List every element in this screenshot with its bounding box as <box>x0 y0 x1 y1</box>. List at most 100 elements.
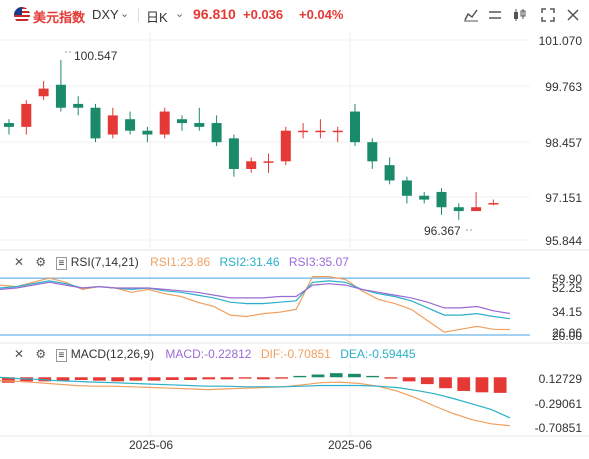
candle-body <box>263 161 274 163</box>
macd-bar <box>2 377 15 383</box>
candle-body <box>73 103 84 108</box>
macd-bar <box>366 375 380 378</box>
grid-lines <box>0 32 589 437</box>
candle-body <box>401 180 412 196</box>
x-tick-label: 2025-06 <box>328 438 373 452</box>
macd-bar <box>439 377 452 389</box>
y-tick-label: 101.070 <box>538 34 582 48</box>
macd-bar <box>56 377 70 381</box>
candle-body <box>4 123 14 127</box>
candle-body <box>453 207 464 212</box>
macd-bar <box>311 374 325 378</box>
rsi-header: ✕ ⚙ ≡ RSI(7,14,21) RSI1:23.86 RSI2:31.46… <box>14 255 349 271</box>
candle-body <box>211 123 222 143</box>
divider <box>138 8 139 22</box>
macd-bar <box>348 373 361 378</box>
indicator-toggle-icon[interactable]: ≡ <box>55 257 68 270</box>
rsi-y-tick: 20.00 <box>551 329 582 343</box>
macd-bar <box>202 377 216 380</box>
macd-bar <box>402 377 416 382</box>
macd-bar <box>475 377 489 393</box>
candle-body <box>367 142 378 162</box>
macd-bar <box>275 377 288 379</box>
collapse-icon[interactable]: ✕ <box>14 347 25 361</box>
candle-body <box>228 138 239 169</box>
macd-bar <box>238 377 252 379</box>
macd-lines <box>0 376 511 427</box>
macd-bar <box>111 377 125 382</box>
dif-value: DIF:-0.70851 <box>260 347 331 361</box>
candle-body <box>38 88 49 97</box>
candle-body <box>194 123 205 127</box>
candle-body <box>471 207 482 212</box>
macd-bar <box>329 373 343 378</box>
symbol-name[interactable]: 美元指数 <box>33 10 86 25</box>
x-tick-label: 2025-06 <box>129 438 174 452</box>
macd-value: MACD:-0.22812 <box>165 347 252 361</box>
candle-body <box>177 119 187 124</box>
macd-bar <box>457 377 471 391</box>
fullscreen-icon[interactable] <box>540 8 556 22</box>
rsi-title[interactable]: RSI(7,14,21) <box>70 255 139 269</box>
rsi-y-tick: 34.15 <box>551 305 582 319</box>
y-tick-label: 98.457 <box>545 136 582 150</box>
rsi-line-1 <box>0 276 511 333</box>
macd-title[interactable]: MACD(12,26,9) <box>70 347 155 361</box>
candle-body <box>125 119 136 131</box>
candle-body <box>298 130 309 133</box>
rsi-y-tick: 59.90 <box>551 272 582 286</box>
rsi-y-tick: 52.25 <box>551 281 582 295</box>
period-selector[interactable]: 日K <box>146 10 168 25</box>
candle-body <box>246 161 257 169</box>
indicator-icon[interactable] <box>463 8 479 22</box>
rsi2-value: RSI2:31.46 <box>219 255 280 269</box>
period-dropdown-icon[interactable]: ⌄ <box>175 8 185 20</box>
dif-line <box>0 380 511 427</box>
symbol-dropdown-icon[interactable]: ⌄ <box>120 8 130 20</box>
draw-line-icon[interactable] <box>487 8 503 22</box>
candle-body <box>350 111 360 143</box>
macd-y-tick: -0.29061 <box>534 397 582 411</box>
macd-bar <box>384 377 398 379</box>
candle-body <box>21 103 32 127</box>
y-tick-label: 99.763 <box>545 80 582 94</box>
macd-bar <box>93 377 106 381</box>
high-price-label: 100.547 <box>74 49 118 63</box>
close-icon[interactable] <box>565 8 581 22</box>
macd-bar <box>220 377 234 380</box>
symbol-code[interactable]: DXY <box>92 7 119 22</box>
candle-body <box>315 130 326 133</box>
price-change-percent: +0.04% <box>299 7 344 22</box>
chart-header: 美元指数 DXY ⌄ 日K ⌄ 96.810 +0.036 +0.04% <box>0 0 589 30</box>
candlestick-series <box>4 59 499 220</box>
macd-histogram <box>2 373 507 393</box>
macd-y-tick: -0.70851 <box>534 421 582 435</box>
macd-bar <box>420 377 434 385</box>
candle-body <box>90 107 101 139</box>
us-flag-icon <box>14 7 30 23</box>
candle-body <box>419 195 430 200</box>
settings-icon[interactable]: ⚙ <box>35 255 47 269</box>
candle-body <box>159 111 170 135</box>
low-price-label: 96.367 <box>424 224 461 238</box>
macd-bar <box>184 377 197 380</box>
macd-bar <box>74 377 88 380</box>
candle-body <box>55 84 66 108</box>
candle-type-icon[interactable] <box>511 8 527 22</box>
macd-header: ✕ ⚙ ≡ MACD(12,26,9) MACD:-0.22812 DIF:-0… <box>14 347 416 363</box>
collapse-icon[interactable]: ✕ <box>14 255 25 269</box>
macd-bar <box>129 377 143 381</box>
rsi-series <box>0 276 530 336</box>
settings-icon[interactable]: ⚙ <box>35 347 47 361</box>
rsi-y-tick: 26.06 <box>551 326 582 340</box>
macd-bar <box>293 375 307 378</box>
candle-body <box>384 165 395 181</box>
indicator-toggle-icon[interactable]: ≡ <box>55 349 68 362</box>
dea-value: DEA:-0.59445 <box>340 347 416 361</box>
dea-line <box>0 376 511 419</box>
macd-bar <box>493 377 507 393</box>
price-change: +0.036 <box>243 7 284 22</box>
annotations <box>65 51 474 231</box>
candle-body <box>332 130 343 133</box>
